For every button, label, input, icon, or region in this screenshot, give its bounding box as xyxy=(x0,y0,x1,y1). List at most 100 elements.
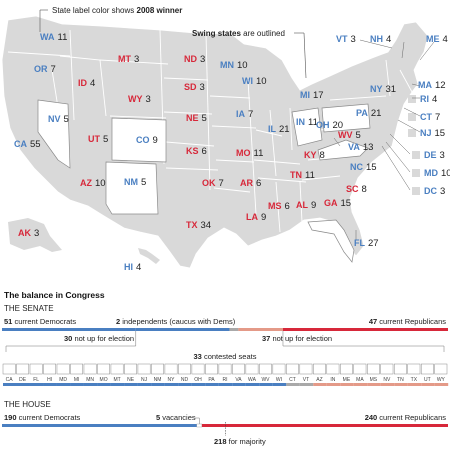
contested-seat-party-nv xyxy=(380,383,395,386)
contested-seat-nm xyxy=(151,363,164,375)
state-label-sc: SC 8 xyxy=(346,184,367,195)
contested-seat-wy xyxy=(434,363,448,375)
state-abbr-nj: NJ xyxy=(420,128,432,138)
state-abbr-fl: FL xyxy=(354,238,365,248)
swing-outline-va xyxy=(317,139,369,161)
contested-seat-pa xyxy=(205,363,218,375)
small-state-markers xyxy=(408,95,420,195)
state-abbr-al: AL xyxy=(296,200,308,210)
state-label-sd: SD 3 xyxy=(184,82,205,93)
senate-rep-not-up-label: 37 not up for election xyxy=(262,334,332,343)
contested-seat-label-nm: NM xyxy=(154,377,162,383)
state-ev-nd: 3 xyxy=(200,54,205,65)
state-label-co: CO 9 xyxy=(136,135,158,146)
state-abbr-de: DE xyxy=(424,150,437,160)
state-label-ma: MA 12 xyxy=(418,80,446,91)
state-ev-nj: 15 xyxy=(435,128,446,139)
house-heading: THE HOUSE xyxy=(4,400,51,409)
state-ev-mt: 3 xyxy=(134,54,139,65)
state-ev-sd: 3 xyxy=(200,82,205,93)
state-ev-mi: 17 xyxy=(313,90,324,101)
state-abbr-nd: ND xyxy=(184,54,197,64)
state-ev-wa: 11 xyxy=(58,32,68,43)
contested-seat-label-ri: RI xyxy=(223,377,228,383)
contested-seat-mn xyxy=(83,363,97,375)
contested-seat-label-nd: ND xyxy=(181,377,189,383)
state-label-wi: WI 10 xyxy=(242,76,267,87)
state-ev-tn: 11 xyxy=(305,170,315,181)
state-label-az: AZ 10 xyxy=(80,178,106,189)
contested-seat-label-ct: CT xyxy=(289,377,296,383)
state-abbr-me: ME xyxy=(426,34,440,44)
state-ev-ky: 8 xyxy=(320,150,325,161)
state-abbr-ms: MS xyxy=(268,201,282,211)
contested-seat-label-ut: UT xyxy=(424,377,431,383)
contested-seat-party-mn xyxy=(83,383,98,386)
state-abbr-il: IL xyxy=(268,124,277,134)
state-label-ga: GA 15 xyxy=(324,198,351,209)
contested-seat-party-ne xyxy=(124,383,138,386)
contested-seat-label-hi: HI xyxy=(47,377,52,383)
state-ev-wv: 5 xyxy=(356,130,361,141)
state-abbr-ar: AR xyxy=(240,178,253,188)
legend-color-note: State label color shows 2008 winner xyxy=(52,6,182,15)
contested-seat-party-nj xyxy=(137,383,152,386)
state-abbr-ia: IA xyxy=(236,109,246,119)
state-ev-wi: 10 xyxy=(256,76,267,87)
senate-bar-rep-contested xyxy=(238,328,283,331)
state-ev-sc: 8 xyxy=(362,184,367,195)
state-ev-la: 9 xyxy=(261,212,266,223)
contested-seat-party-ny xyxy=(164,383,179,386)
contested-seat-oh xyxy=(191,363,205,375)
state-abbr-nc: NC xyxy=(350,162,363,172)
state-abbr-id: ID xyxy=(78,78,88,88)
contested-seat-label-vt: VT xyxy=(303,377,309,383)
state-ev-ia: 7 xyxy=(248,109,253,120)
state-label-tn: TN 11 xyxy=(290,170,315,181)
state-label-pa: PA 21 xyxy=(356,108,381,119)
state-abbr-nm: NM xyxy=(124,177,138,187)
contested-seat-party-de xyxy=(16,383,30,386)
contested-seat-label-ms: MS xyxy=(370,377,378,383)
state-label-mo: MO 11 xyxy=(236,148,263,159)
swing-outline-pa xyxy=(321,103,371,133)
map-legend: State label color shows 2008 winner Swin… xyxy=(39,6,307,79)
house-bar-dem xyxy=(2,424,197,427)
contested-seat-label-de: DE xyxy=(19,377,27,383)
senate-dem-not-up-label: 30 not up for election xyxy=(64,334,134,343)
state-box-de xyxy=(412,151,420,159)
state-ev-va: 13 xyxy=(363,142,374,153)
contested-seat-party-me xyxy=(340,383,354,386)
senate-bar-rep-not-up xyxy=(282,328,448,331)
contested-seat-label-mo: MO xyxy=(100,377,108,383)
state-abbr-in: IN xyxy=(296,117,305,127)
state-abbr-ut: UT xyxy=(88,134,100,144)
house-bar-vacancies xyxy=(196,423,203,428)
house-majority-label: 218 for majority xyxy=(214,437,266,446)
contested-seat-wa xyxy=(245,363,259,375)
contested-seat-party-ca xyxy=(3,383,17,386)
contested-seat-party-fl xyxy=(29,383,44,386)
state-ev-fl: 27 xyxy=(368,238,379,249)
contested-seat-label-wy: WY xyxy=(437,377,446,383)
state-ev-ny: 31 xyxy=(386,84,397,95)
state-abbr-va: VA xyxy=(348,142,360,152)
state-abbr-wy: WY xyxy=(128,94,143,104)
state-abbr-wa: WA xyxy=(40,32,55,42)
state-label-ok: OK 7 xyxy=(202,178,224,189)
state-box-dc xyxy=(412,187,420,195)
state-ev-ut: 5 xyxy=(103,134,108,145)
contested-seat-mi xyxy=(70,363,83,375)
senate-bar-dem-not-up xyxy=(2,328,136,331)
state-abbr-or: OR xyxy=(34,64,48,74)
state-abbr-nv: NV xyxy=(48,114,61,124)
state-label-la: LA 9 xyxy=(246,212,266,223)
contested-seat-label-az: AZ xyxy=(316,377,322,383)
contested-seat-label-wi: WI xyxy=(276,377,282,383)
contested-seat-label-mn: MN xyxy=(86,377,94,383)
state-abbr-ak: AK xyxy=(18,228,31,238)
state-label-mn: MN 10 xyxy=(220,60,248,71)
contested-seat-party-ut xyxy=(421,383,435,386)
house-bar xyxy=(2,417,448,436)
